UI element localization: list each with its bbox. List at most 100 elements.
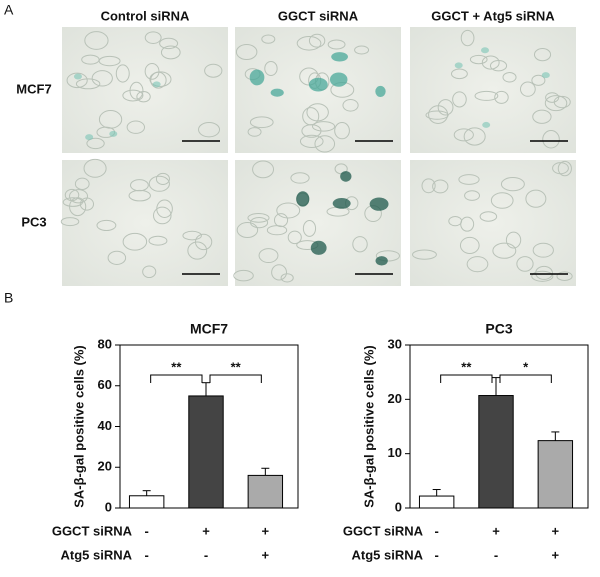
cell [450,68,468,80]
stained-cell [310,240,327,255]
image-background [410,160,576,286]
stained-cell [73,73,82,80]
cell [75,78,101,90]
micrograph [62,27,228,153]
stained-cell [331,52,348,62]
stained-cell [481,47,490,54]
cell [69,189,88,204]
stained-cell [329,72,348,87]
cell [144,31,162,44]
stained-cell [249,69,265,86]
micrograph [410,160,576,286]
cell [525,189,547,208]
stained-cell [340,171,352,182]
stained-cell [375,85,386,97]
cell [247,127,262,137]
cell [519,81,536,97]
cell [198,121,221,138]
significance-bracket [440,374,493,383]
cell [252,160,275,179]
cell [258,248,279,264]
cell [327,39,346,50]
cell [83,158,107,178]
cell [492,242,517,259]
cell [545,92,560,103]
cell [159,37,179,50]
cell [437,99,454,116]
y-axis-label: SA-β-gal positive cells (%) [361,345,376,508]
cell [79,197,95,211]
cell [500,176,525,192]
cell [532,242,554,258]
panel-label: B [4,290,13,306]
micrographs: Control siRNA GGCT siRNA GGCT + Atg5 siRNA… [16,8,576,286]
cell [557,160,572,177]
cell [86,137,105,150]
cell [128,189,151,202]
significance-bracket [150,374,203,383]
panel-label: A [4,2,14,18]
cell [98,109,123,129]
cell [542,130,560,149]
stained-cell [482,121,491,128]
y-tick-label: 0 [105,499,112,514]
condition-value: + [202,523,210,538]
y-tick-label: 20 [98,459,112,474]
cell [74,177,90,190]
cell [264,60,278,76]
bar [128,495,165,509]
stained-cell [296,191,310,207]
condition-value: - [204,547,208,562]
cell [98,55,121,67]
y-axis-label: SA-β-gal positive cells (%) [71,345,86,508]
cell [187,241,208,260]
condition-label: Atg5 siRNA [351,547,423,562]
y-tick-label: 60 [98,377,112,392]
bar [188,395,224,509]
cell [352,236,368,253]
cell [233,269,254,282]
cell [160,45,181,60]
cell [531,74,546,86]
cell [144,62,160,80]
micrograph [233,160,401,286]
significance-label: ** [171,359,182,374]
cell [142,265,157,279]
cell [460,29,475,47]
condition-value: + [552,523,560,538]
cell [334,122,350,140]
cell [302,220,317,237]
cell [306,103,329,122]
cell [149,71,172,87]
cell [107,250,127,265]
cell [342,99,359,112]
micrograph [410,27,576,153]
cell [84,31,109,50]
condition-label: GGCT siRNA [52,523,133,538]
cell [296,36,322,51]
y-tick-label: 0 [395,499,402,514]
condition-label: GGCT siRNA [343,523,424,538]
significance-bracket [209,374,262,383]
condition-label: Atg5 siRNA [60,547,132,562]
cell [505,231,522,249]
cell [494,90,509,104]
charts: MCF7 SA-β-gal positive cells (%) 0 20 40 60 80… [52,321,589,562]
stained-cell [541,72,550,79]
cell [126,120,146,134]
cell [308,33,326,48]
cell [452,91,467,108]
cell [489,60,508,72]
cell [421,178,436,194]
cell [91,70,113,87]
cell [194,233,213,251]
cell [425,110,449,120]
stained-cell [85,134,94,141]
cell [412,249,437,260]
stained-cell [375,256,388,266]
condition-value: + [492,523,500,538]
cell [532,109,552,124]
cell [273,213,289,228]
condition-value: + [262,547,270,562]
cell [459,236,480,254]
